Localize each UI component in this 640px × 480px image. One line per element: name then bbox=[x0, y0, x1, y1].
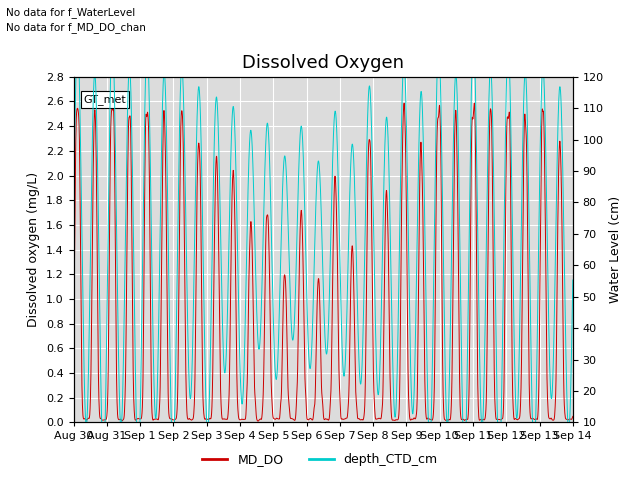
Text: No data for f_WaterLevel: No data for f_WaterLevel bbox=[6, 7, 136, 18]
Y-axis label: Dissolved oxygen (mg/L): Dissolved oxygen (mg/L) bbox=[28, 172, 40, 327]
Title: Dissolved Oxygen: Dissolved Oxygen bbox=[242, 54, 404, 72]
Y-axis label: Water Level (cm): Water Level (cm) bbox=[609, 196, 622, 303]
Text: GT_met: GT_met bbox=[84, 94, 126, 105]
Legend: MD_DO, depth_CTD_cm: MD_DO, depth_CTD_cm bbox=[197, 448, 443, 471]
Text: No data for f_MD_DO_chan: No data for f_MD_DO_chan bbox=[6, 22, 147, 33]
